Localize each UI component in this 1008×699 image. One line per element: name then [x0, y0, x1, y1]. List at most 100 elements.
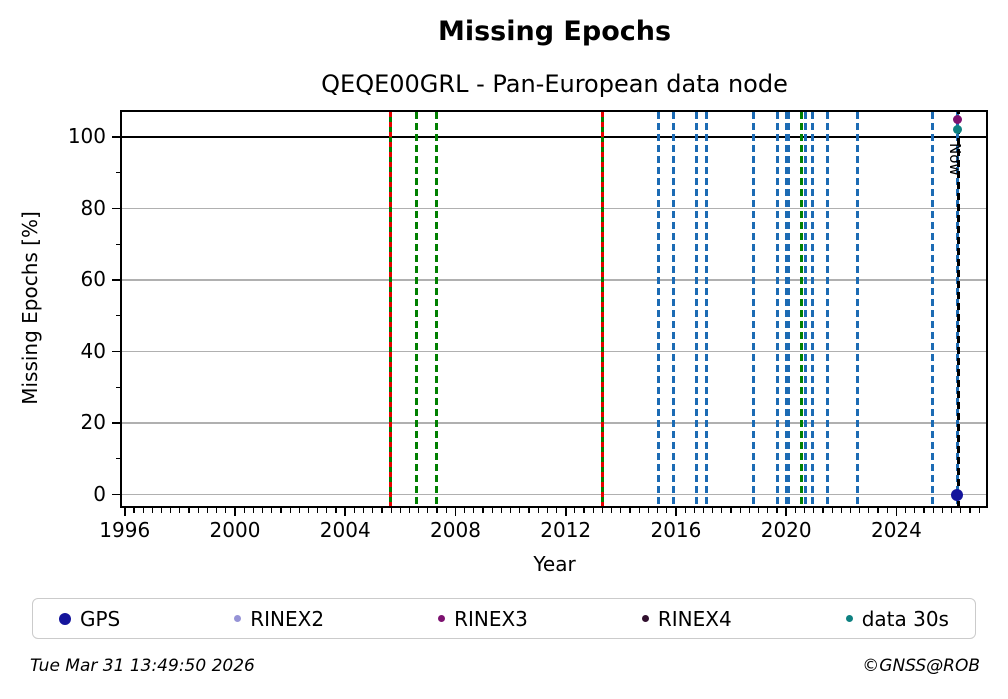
x-minor-tick [960, 508, 962, 513]
x-minor-tick [142, 508, 144, 513]
x-minor-tick [546, 508, 548, 513]
page-title: Missing Epochs [437, 16, 672, 47]
legend-item-rinex2: RINEX2 [234, 607, 324, 631]
x-minor-tick [611, 508, 613, 513]
x-minor-tick [170, 508, 172, 513]
x-minor-tick [216, 508, 218, 513]
x-minor-tick [739, 508, 741, 513]
x-minor-tick [950, 508, 953, 513]
event-line [656, 112, 660, 506]
x-minor-tick [252, 508, 254, 513]
x-minor-tick [298, 508, 300, 513]
x-minor-tick [537, 508, 539, 513]
event-line [799, 112, 803, 506]
x-minor-tick [179, 508, 181, 513]
x-minor-tick [206, 508, 209, 513]
event-line [704, 112, 708, 506]
x-minor-tick [831, 508, 833, 513]
x-tick-label: 2020 [760, 518, 812, 542]
x-minor-tick [363, 508, 365, 513]
x-tick [344, 508, 347, 516]
event-line [787, 112, 791, 506]
x-minor-tick [629, 508, 631, 513]
x-minor-tick [583, 508, 585, 513]
x-minor-tick [803, 508, 806, 513]
y-tick-label: 20 [80, 410, 106, 435]
x-minor-tick [693, 508, 695, 513]
y-axis-label: Missing Epochs [%] [18, 211, 42, 405]
y-tick-label: 60 [80, 267, 106, 292]
gridline [122, 207, 986, 210]
x-minor-tick [555, 508, 558, 513]
event-line [930, 112, 934, 506]
event-line [671, 112, 675, 506]
x-minor-tick [978, 508, 980, 513]
y-tick [112, 493, 120, 496]
copyright: ©GNSS@ROB [862, 656, 980, 676]
x-minor-tick [243, 508, 245, 513]
x-minor-tick [271, 508, 273, 513]
event-line [784, 112, 788, 506]
plot-area [120, 110, 988, 508]
x-tick [785, 508, 788, 516]
x-minor-tick [335, 508, 337, 513]
x-minor-tick [482, 508, 484, 513]
now-line [956, 112, 960, 506]
x-minor-tick [748, 508, 751, 513]
x-minor-tick [261, 508, 264, 513]
x-minor-tick [464, 508, 466, 513]
x-minor-tick [932, 508, 934, 513]
x-minor-tick [390, 508, 392, 513]
x-minor-tick [289, 508, 291, 513]
x-minor-tick [684, 508, 686, 513]
x-minor-tick [509, 508, 512, 513]
page-subtitle: QEQE00GRL - Pan-European data node [321, 70, 788, 98]
x-tick-label: 2024 [870, 518, 922, 542]
x-tick-label: 2000 [209, 518, 261, 542]
x-minor-tick [188, 508, 190, 513]
rinex3-marker-icon [438, 615, 446, 622]
event-line [856, 112, 860, 506]
x-minor-tick [758, 508, 760, 513]
legend-item-data30s: data 30s [845, 607, 949, 631]
x-minor-tick [574, 508, 576, 513]
x-minor-tick [381, 508, 383, 513]
x-minor-tick [822, 508, 824, 513]
x-minor-tick [877, 508, 879, 513]
x-tick-label: 1996 [99, 518, 151, 542]
x-minor-tick [647, 508, 649, 513]
x-minor-tick [702, 508, 705, 513]
legend-label: RINEX2 [250, 606, 325, 631]
x-minor-tick [813, 508, 815, 513]
y-tick [112, 207, 120, 210]
gridline [122, 279, 986, 281]
legend-item-rinex3: RINEX3 [438, 607, 528, 631]
x-tick [675, 508, 677, 516]
gridline [122, 422, 986, 424]
data-point [952, 114, 962, 124]
data-point [952, 125, 962, 135]
x-minor-tick [914, 508, 916, 513]
data-point [951, 488, 964, 501]
legend-item-rinex4: RINEX4 [641, 606, 732, 631]
x-minor-tick [372, 508, 374, 513]
x-minor-tick [353, 508, 355, 513]
x-minor-tick [427, 508, 429, 513]
x-tick [454, 508, 457, 516]
now-label: Now [946, 143, 965, 176]
x-tick-label: 2004 [319, 518, 371, 542]
x-minor-tick [519, 508, 521, 513]
event-line [776, 112, 780, 506]
x-minor-tick [712, 508, 714, 513]
x-minor-tick [721, 508, 723, 513]
legend-label: GPS [80, 606, 121, 631]
legend-label: RINEX3 [454, 606, 528, 631]
legend-label: RINEX4 [657, 606, 732, 631]
legend-item-gps: GPS [59, 607, 120, 631]
x-minor-tick [941, 508, 943, 513]
data30s-marker-icon [845, 615, 853, 622]
x-minor-tick [399, 508, 401, 513]
y-tick [112, 279, 120, 281]
y-tick-label: 80 [80, 195, 106, 220]
